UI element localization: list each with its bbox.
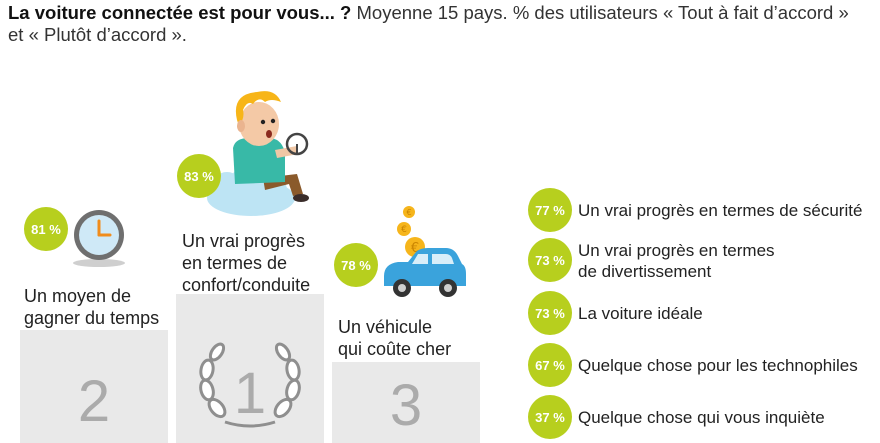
value-badge-gagner-du-temps: 81 % (24, 207, 68, 251)
car-coins-illustration: € € € (384, 206, 466, 297)
value-badge: 73 % (528, 291, 572, 335)
list-item-label: Un vrai progrès en termes de sécurité (578, 201, 863, 220)
driver-on-cloud-illustration (207, 91, 309, 216)
value-badge: 67 % (528, 343, 572, 387)
value-badge: 77 % (528, 188, 572, 232)
label-gagner-du-temps: Un moyen de gagner du temps (24, 286, 160, 328)
podium-second: 2 (20, 330, 168, 443)
value-badge-coute-cher: 78 % (334, 243, 378, 287)
value-badge-confort-conduite: 83 % (177, 154, 221, 198)
list-item-label: Un vrai progrès en termes de divertissem… (578, 241, 775, 281)
rank-number-1: 1 (233, 361, 267, 426)
svg-text:€: € (411, 241, 419, 256)
svg-text:€: € (406, 208, 411, 217)
value-badge: 37 % (528, 395, 572, 439)
value-badge: 73 % (528, 238, 572, 282)
chart-title: La voiture connectée est pour vous... ? … (8, 2, 868, 46)
list-item-label: La voiture idéale (578, 304, 703, 323)
title-subtitle: Moyenne 15 pays. % des utilisateurs « To… (8, 2, 849, 45)
clock-icon (73, 210, 125, 267)
rank-number-2: 2 (77, 369, 111, 434)
title-question: La voiture connectée est pour vous... ? (8, 2, 352, 23)
list-item-label: Quelque chose pour les technophiles (578, 356, 858, 375)
svg-text:€: € (401, 225, 407, 235)
laurel-wreath-icon (199, 342, 301, 428)
list-item-label: Quelque chose qui vous inquiète (578, 408, 825, 427)
label-confort-conduite: Un vrai progrès en termes de confort/con… (182, 231, 311, 295)
podium-first: 1 (176, 294, 324, 443)
rank-number-3: 3 (389, 373, 423, 438)
label-coute-cher: Un véhicule qui coûte cher (338, 317, 452, 359)
podium-third: 3 (332, 362, 480, 443)
